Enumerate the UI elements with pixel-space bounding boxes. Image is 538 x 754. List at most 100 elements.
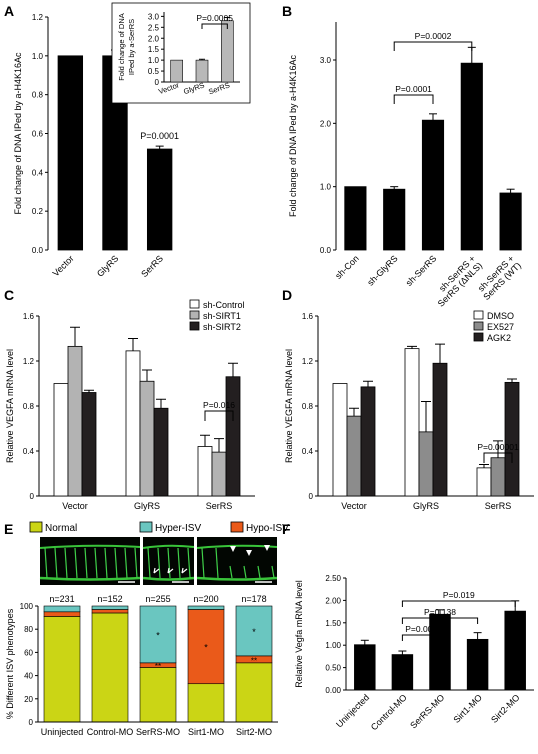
panel-a-inset-bracket [201, 23, 228, 29]
panel-a-bar [146, 148, 173, 251]
panel-e-bar-segment [139, 667, 177, 723]
panel-e-isv [84, 547, 88, 579]
panel-f-category-label: Control-MO [369, 692, 409, 732]
panel-f-pvalue: P=0.002 [405, 624, 437, 634]
panel-e-isv [114, 547, 118, 579]
panel-a-category-label: Vector [51, 253, 76, 278]
panel-e-bar-segment [187, 683, 225, 723]
panel-e-vessel [39, 576, 141, 581]
panel-e-count-label: n=255 [145, 594, 170, 604]
panel-label-f: F [282, 521, 291, 537]
panel-e-vessel [39, 544, 141, 549]
panel-d-bar [360, 386, 376, 497]
panel-b-bar [499, 192, 522, 251]
panel-c-category-label: GlyRS [134, 501, 160, 511]
panel-a-ytick-label: 0.0 [32, 246, 44, 255]
panel-f-bracket [401, 600, 516, 607]
panel-e-bar-segment [235, 605, 273, 657]
panel-d-ytick-label: 1.6 [302, 312, 314, 321]
panel-d-bar [418, 431, 434, 497]
panel-b-bar [460, 62, 483, 251]
panel-e-vessel [196, 576, 278, 581]
panel-f-ylabel: Relative Vegfa mRNA level [294, 580, 304, 688]
panel-e-isv [104, 547, 108, 579]
panel-c-legend-swatch [189, 310, 200, 320]
panel-e-isv [229, 565, 233, 579]
panel-f-bar [504, 610, 526, 691]
panel-f-bar [391, 654, 414, 691]
panel-a-bar [57, 55, 84, 251]
panel-a-ytick-label: 0.4 [32, 168, 44, 177]
panel-a-inset-bar [170, 59, 183, 83]
panel-c-ylabel: Relative VEGFA mRNA level [5, 349, 15, 463]
panel-b-ytick-label: 0.0 [320, 246, 332, 255]
panel-e-isv [187, 547, 191, 579]
panel-e-isv [134, 547, 138, 579]
panel-c-bar [125, 350, 141, 497]
panel-d-bracket [483, 452, 513, 463]
panel-e-bar-segment [43, 616, 81, 723]
panel-d-legend-label: DMSO [487, 311, 514, 321]
panel-c-bar [153, 407, 169, 497]
panel-a-inset-ytick-label: 0.5 [148, 67, 160, 76]
panel-c-category-label: SerRS [206, 501, 233, 511]
panel-f-pvalue: P=0.138 [424, 607, 456, 617]
panel-d-ytick-label: 0 [309, 492, 314, 501]
panel-a-inset-pvalue: P=0.0005 [196, 13, 233, 23]
panel-e-bar-segment [139, 605, 177, 664]
panel-e-significance: * [252, 627, 256, 637]
panel-c-legend-swatch [189, 299, 200, 309]
panel-f-category-label: SerRS-MO [408, 692, 446, 730]
panel-c-bracket [204, 410, 234, 421]
panel-f-ytick-label: 2.50 [325, 574, 341, 583]
panel-d-category-label: GlyRS [413, 501, 439, 511]
panel-d-bar [490, 457, 506, 497]
panel-b-ylabel: Fold change of DNA IPed by a-H4K16Ac [288, 54, 298, 217]
panel-b-bracket [393, 94, 434, 104]
panel-d-legend-label: AGK2 [487, 333, 511, 343]
panel-b-bar [344, 186, 367, 251]
panel-e-isv [44, 547, 48, 579]
panel-d-bar [476, 467, 492, 497]
panel-label-a: A [4, 3, 14, 19]
panel-e-isv [257, 565, 261, 579]
panel-e-isv [157, 547, 161, 579]
panel-label-b: B [282, 3, 292, 19]
panel-b-category-label: sh-Con [333, 253, 361, 281]
panel-e-bar-segment [187, 605, 225, 610]
panel-b-bar [421, 119, 445, 251]
panel-e-isv [177, 547, 181, 579]
panel-e-ytick-label: 40 [24, 672, 33, 681]
panel-c-bar [67, 345, 83, 497]
panel-a-inset-ytick-label: 1.0 [148, 56, 160, 65]
panel-e-bar-segment [235, 662, 273, 723]
panel-b-ytick-label: 3.0 [320, 56, 332, 65]
panel-e-count-label: n=152 [97, 594, 122, 604]
panel-f-bar [354, 644, 376, 691]
panel-f-ytick-label: 1.00 [325, 641, 341, 650]
panel-c-ytick-label: 0.8 [23, 402, 35, 411]
panel-b-category-label: sh-SerRS [404, 253, 439, 288]
panel-c-ytick-label: 1.2 [23, 357, 35, 366]
panel-e-ytick-label: 0 [29, 718, 34, 727]
panel-e-category-label: Control-MO [87, 727, 134, 737]
panel-d-category-label: SerRS [485, 501, 512, 511]
panel-e-isv [215, 547, 219, 579]
panel-e-isv [94, 547, 98, 579]
panel-e-category-label: Uninjected [41, 727, 84, 737]
panel-e-count-label: n=200 [193, 594, 218, 604]
panel-b-pvalue: P=0.0002 [415, 31, 452, 41]
panel-c-bar [81, 392, 97, 497]
panel-a-category-label: SerRS [139, 253, 165, 279]
panel-e-category-label: Sirt1-MO [188, 727, 224, 737]
panel-f-ytick-label: 0.00 [325, 686, 341, 695]
panel-e-isv [243, 565, 247, 579]
panel-c-bar [197, 446, 213, 497]
panel-c-ytick-label: 1.6 [23, 312, 35, 321]
panel-b-pvalue: P=0.0001 [395, 84, 432, 94]
panel-c-bar [139, 380, 155, 497]
panel-e-isv [74, 547, 78, 579]
panel-f-category-label: Sirt2-MO [489, 692, 522, 725]
panel-e-category-label: Sirt2-MO [236, 727, 272, 737]
